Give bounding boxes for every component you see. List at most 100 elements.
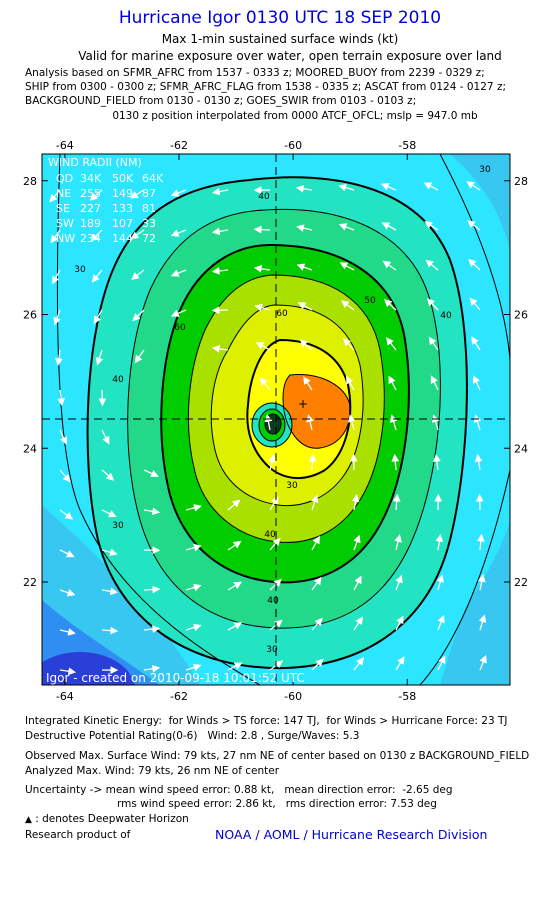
wind-radii-cell: 81 <box>142 202 156 215</box>
noaa-credit: NOAA / AOML / Hurricane Research Divisio… <box>215 827 488 842</box>
wind-arrow <box>428 336 439 351</box>
wind-radii-cell: 107 <box>112 217 133 230</box>
wind-arrow <box>431 414 440 431</box>
wind-arrow <box>131 269 145 280</box>
lat-tick-label-left: 22 <box>23 576 37 589</box>
wind-arrow <box>134 349 145 364</box>
wind-arrow <box>471 336 481 351</box>
wind-arrow <box>473 414 482 431</box>
wind-arrow <box>59 588 76 597</box>
wind-arrow <box>143 507 161 516</box>
wind-arrow <box>57 389 65 407</box>
wind-arrow <box>430 375 439 391</box>
wind-arrow <box>98 389 107 407</box>
wind-arrow <box>478 614 487 631</box>
wind-arrow <box>132 309 145 322</box>
wind-arrow <box>143 664 161 673</box>
lat-tick-label-left: 24 <box>23 442 37 455</box>
wind-arrow <box>254 303 271 312</box>
contour-label: 30 <box>479 165 491 175</box>
wind-arrow <box>268 454 276 471</box>
wind-arrow <box>479 654 487 671</box>
analysis-sources: Analysis based on SFMR_AFRC from 1537 - … <box>25 66 506 108</box>
wind-arrow <box>468 258 481 271</box>
wind-arrow <box>339 262 355 271</box>
wind-arrow <box>171 309 187 317</box>
map-title: Hurricane Igor 0130 UTC 18 SEP 2010 <box>118 8 442 28</box>
wind-arrow <box>348 414 356 431</box>
wind-arrow <box>380 183 397 191</box>
lat-tick-label-right: 24 <box>514 442 528 455</box>
wind-arrow <box>469 297 481 311</box>
wind-radii-cell: 33 <box>142 217 156 230</box>
wind-radii-cell: SE <box>56 202 70 215</box>
wind-radii-cell: 34K <box>80 172 102 185</box>
wind-arrow <box>53 309 61 326</box>
uncertainty-line2: rms wind speed error: 2.86 kt, rms direc… <box>117 798 437 810</box>
wind-arrow <box>143 585 161 594</box>
wind-arrow <box>253 225 271 234</box>
wind-arrow <box>211 267 229 275</box>
wind-arrow <box>185 583 202 592</box>
wind-arrow <box>269 537 281 551</box>
deepwater-icon: ▲ <box>25 815 32 825</box>
wind-arrow <box>295 184 313 193</box>
wind-arrow <box>91 269 103 283</box>
lon-tick-label-top: -62 <box>170 139 188 152</box>
lon-tick-label-bottom: -64 <box>56 690 74 703</box>
wind-arrow <box>170 269 187 277</box>
wind-arrow <box>433 453 441 471</box>
wind-arrow <box>425 259 439 271</box>
wind-arrow <box>391 453 400 471</box>
wind-radii-cell: 234 <box>80 232 101 245</box>
wind-arrow <box>476 533 485 551</box>
wind-arrow <box>227 499 241 511</box>
wind-arrow <box>143 625 161 633</box>
wind-arrow <box>426 298 439 311</box>
lon-tick-label-top: -58 <box>398 139 416 152</box>
wind-arrow <box>90 229 103 242</box>
contour-label: 60 <box>174 323 186 333</box>
analysis-line: SHIP from 0300 - 0300 z; SFMR_AFRC_FLAG … <box>25 81 506 93</box>
wind-radii-cell: 87 <box>142 187 156 200</box>
contour-label: 30 <box>266 645 278 655</box>
lat-tick-label-right: 26 <box>514 309 528 322</box>
contour-label: 40 <box>264 530 276 540</box>
contour-labels: 30 30 30 30 40 40 40 40 50 60 60 30 40 <box>74 165 491 655</box>
axis-ticks: -64 -64 -62 -62 -60 -60 -58 -58 28 28 26 26 24 24 22 22 <box>23 139 528 703</box>
dpr-line: Destructive Potential Rating(0-6) Wind: … <box>25 730 360 742</box>
wind-arrow <box>385 337 397 351</box>
wind-arrow <box>394 534 402 551</box>
lon-tick-label-bottom: -60 <box>284 690 302 703</box>
lat-tick-label-left: 28 <box>23 175 37 188</box>
wind-arrow <box>437 655 446 671</box>
wind-arrow <box>338 183 355 192</box>
analysis-line: Analysis based on SFMR_AFRC from 1537 - … <box>25 67 485 79</box>
wind-arrow <box>185 623 202 632</box>
contour-label: 30 <box>74 265 86 275</box>
wind-radii-cell: 72 <box>142 232 156 245</box>
contour-label: 40 <box>112 375 124 385</box>
wind-arrow <box>101 548 118 557</box>
wind-arrow <box>185 504 202 512</box>
wind-arrow <box>299 339 313 351</box>
wind-arrow <box>353 534 361 551</box>
wind-arrow <box>259 377 271 391</box>
deepwater-label: : denotes Deepwater Horizon <box>35 813 189 825</box>
wind-arrow <box>311 576 322 591</box>
wind-radii-cell: 255 <box>80 187 101 200</box>
wind-arrow <box>353 575 362 591</box>
wind-radii-cell: 133 <box>112 202 133 215</box>
wind-arrow <box>423 182 439 191</box>
map-frame <box>41 153 511 686</box>
wind-arrow <box>101 626 119 635</box>
wind-arrow <box>389 414 398 431</box>
wind-radii-cell: 64K <box>142 172 164 185</box>
wind-arrow <box>227 662 243 671</box>
wind-radii-cell: 149 <box>112 187 133 200</box>
wind-radii-cell: 189 <box>80 217 101 230</box>
wind-arrow <box>311 535 320 551</box>
wind-arrow <box>59 429 68 445</box>
wind-arrow <box>435 533 444 551</box>
wind-arrow <box>227 540 242 551</box>
